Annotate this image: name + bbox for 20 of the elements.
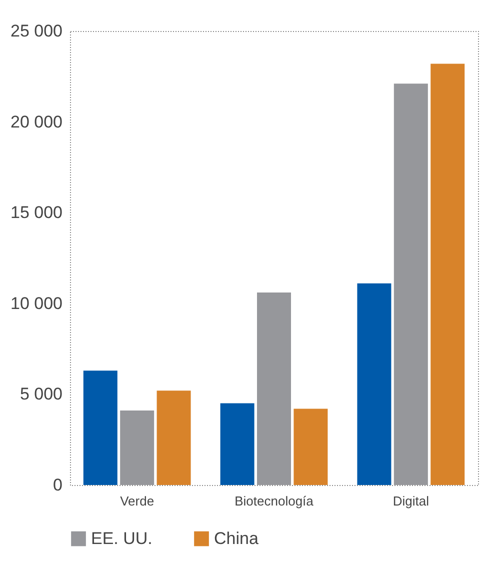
y-tick-label: 20 000 — [10, 112, 62, 132]
bar — [156, 390, 191, 485]
y-tick-label: 5 000 — [20, 384, 62, 404]
x-tick-label: Biotecnología — [234, 494, 314, 508]
bar — [430, 64, 465, 485]
y-tick-label: 0 — [53, 476, 62, 494]
bar — [220, 403, 254, 485]
bar — [257, 292, 291, 485]
y-tick-label: 15 000 — [10, 203, 62, 222]
bar — [394, 84, 428, 485]
y-tick-label: 10 000 — [10, 294, 62, 313]
x-tick-label: Digital — [392, 494, 430, 508]
y-tick-label: 25 000 — [10, 22, 62, 40]
x-tick-label: Verde — [120, 494, 154, 508]
bar — [294, 408, 328, 485]
bar — [83, 370, 118, 485]
bar — [357, 283, 392, 485]
legend-label: EE. UU. — [91, 528, 152, 548]
bar — [120, 410, 154, 485]
legend-label: China — [214, 528, 259, 548]
